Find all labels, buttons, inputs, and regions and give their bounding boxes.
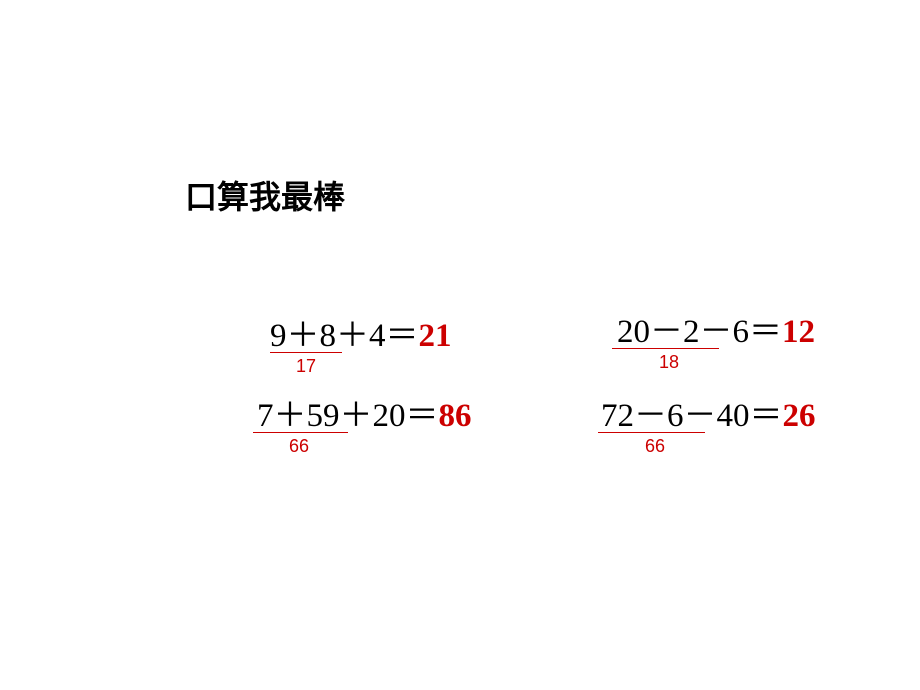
equation-4: 72－6－40＝26 66 (601, 388, 816, 436)
expression-text: 20－2－6＝ (617, 314, 782, 350)
partial-underline (612, 348, 719, 349)
partial-result: 17 (296, 356, 316, 377)
page-title: 口算我最棒 (185, 172, 345, 218)
partial-underline (270, 352, 342, 353)
partial-result: 66 (645, 436, 665, 457)
answer-text: 86 (439, 398, 472, 434)
expression-text: 7＋59＋20＝ (257, 398, 439, 434)
expression-text: 9＋8＋4＝ (270, 318, 419, 354)
partial-result: 18 (659, 352, 679, 373)
equation-1: 9＋8＋4＝21 17 (270, 308, 452, 356)
partial-underline (253, 432, 348, 433)
partial-result: 66 (289, 436, 309, 457)
partial-underline (598, 432, 705, 433)
expression-text: 72－6－40＝ (601, 398, 783, 434)
answer-text: 21 (419, 318, 452, 354)
answer-text: 26 (783, 398, 816, 434)
equation-2: 20－2－6＝12 18 (617, 304, 815, 352)
equation-3: 7＋59＋20＝86 66 (257, 388, 472, 436)
answer-text: 12 (782, 314, 815, 350)
